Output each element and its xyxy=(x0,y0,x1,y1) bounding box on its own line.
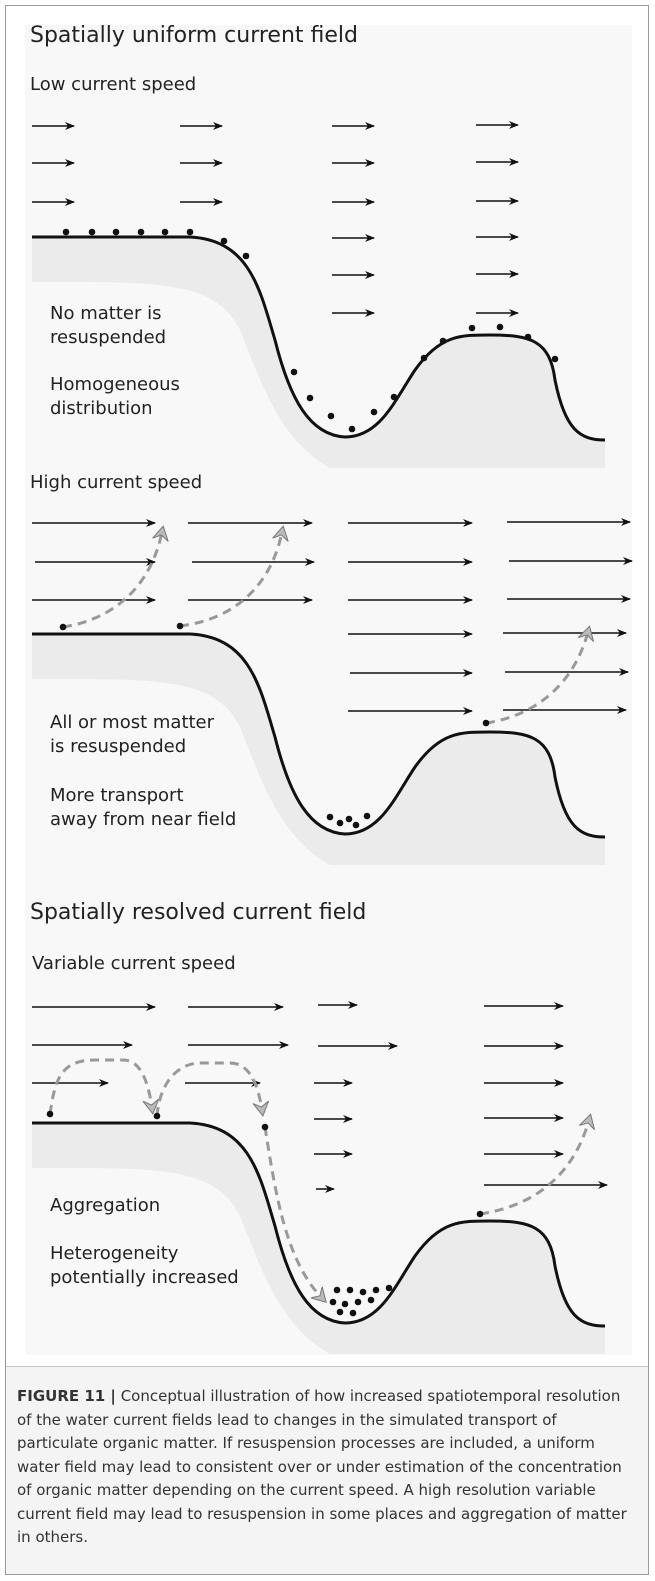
particle xyxy=(352,821,360,829)
particle xyxy=(385,1284,393,1292)
heading: Spatially resolved current field xyxy=(30,900,366,925)
caption-label: FIGURE 11 | xyxy=(17,1387,116,1405)
particle xyxy=(333,1286,341,1294)
particle xyxy=(341,1300,349,1308)
particle xyxy=(186,228,194,236)
particle xyxy=(372,1286,380,1294)
particle xyxy=(242,252,250,260)
particle xyxy=(336,1308,344,1316)
transport-paths xyxy=(48,532,589,1298)
caption: FIGURE 11 | Conceptual illustration of h… xyxy=(6,1366,648,1574)
particle xyxy=(306,394,314,402)
panel-label: Low current speed xyxy=(30,74,196,95)
particle xyxy=(524,333,532,341)
particle xyxy=(326,813,334,821)
panel-label: Variable current speed xyxy=(32,953,236,974)
particle xyxy=(348,425,356,433)
note: More transport xyxy=(50,785,184,806)
particle xyxy=(137,228,145,236)
note: Aggregation xyxy=(50,1195,160,1216)
diagram: Spatially uniform current field Spatiall… xyxy=(30,23,633,1354)
particle xyxy=(112,228,120,236)
particle xyxy=(153,1112,161,1120)
heading: Spatially uniform current field xyxy=(30,23,358,48)
current-arrows xyxy=(32,121,633,1193)
particle xyxy=(220,237,228,245)
particle xyxy=(329,1298,337,1306)
particle xyxy=(46,1110,54,1118)
particle xyxy=(346,1286,354,1294)
note: potentially increased xyxy=(50,1267,239,1288)
note: is resuspended xyxy=(50,736,186,757)
particle xyxy=(59,623,67,631)
particle xyxy=(482,719,490,727)
particle xyxy=(420,354,428,362)
particle xyxy=(551,355,559,363)
particle xyxy=(468,324,476,332)
particle xyxy=(327,412,335,420)
particle xyxy=(390,393,398,401)
particle xyxy=(62,228,70,236)
note: Homogeneous xyxy=(50,374,180,395)
particle xyxy=(354,1298,362,1306)
caption-text: Conceptual illustration of how increased… xyxy=(17,1387,627,1546)
particles xyxy=(46,228,559,1317)
particle xyxy=(161,228,169,236)
figure-frame xyxy=(5,5,649,1575)
particle xyxy=(290,368,298,376)
particle xyxy=(367,1296,375,1304)
particle xyxy=(336,819,344,827)
particle xyxy=(359,1288,367,1296)
note: All or most matter xyxy=(50,712,215,733)
particle xyxy=(439,337,447,345)
particle xyxy=(363,812,371,820)
note: distribution xyxy=(50,398,153,419)
particle xyxy=(176,622,184,630)
particle xyxy=(345,815,353,823)
panel-label: High current speed xyxy=(30,472,202,493)
particle xyxy=(476,1210,484,1218)
particle xyxy=(370,408,378,416)
particle xyxy=(496,323,504,331)
note: resuspended xyxy=(50,327,166,348)
particle xyxy=(88,228,96,236)
particle xyxy=(349,1309,357,1317)
note: away from near field xyxy=(50,809,236,830)
note: Heterogeneity xyxy=(50,1243,179,1264)
particle xyxy=(261,1123,269,1131)
note: No matter is xyxy=(50,303,161,324)
